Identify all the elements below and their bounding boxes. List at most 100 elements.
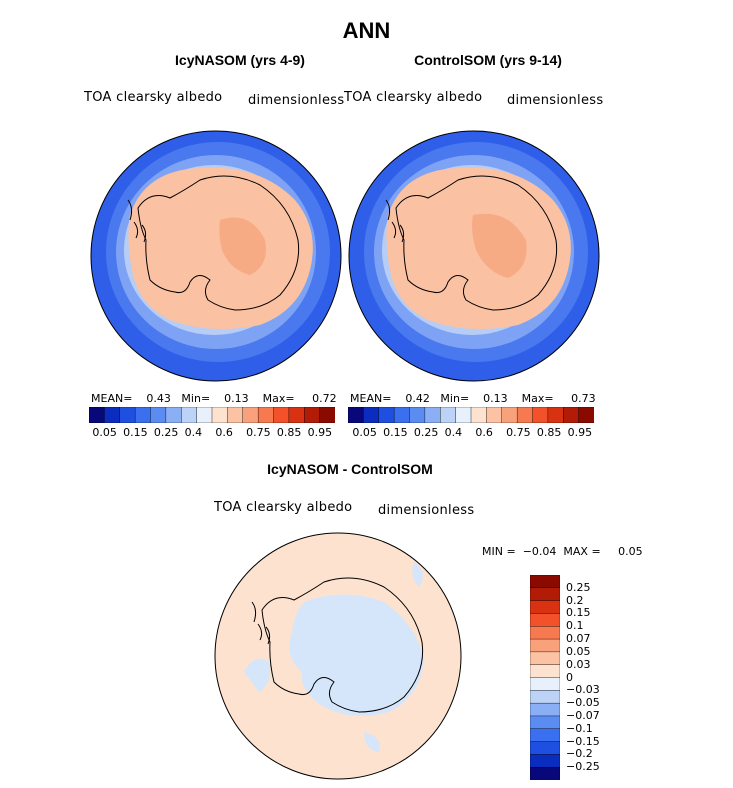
colorbar-swatch xyxy=(227,407,244,423)
colorbar-tick-label: 0.6 xyxy=(475,426,493,439)
colorbar-swatch xyxy=(409,407,426,423)
plateau-region xyxy=(219,217,266,275)
diff-colorbar-swatch xyxy=(530,702,560,717)
colorbar-swatch xyxy=(563,407,580,423)
diff-colorbar-swatch xyxy=(530,626,560,640)
colorbar-swatch xyxy=(257,407,275,423)
min-label: Min= xyxy=(440,392,470,405)
colorbar-swatch xyxy=(134,407,152,423)
colorbar-tick-label: 0.15 xyxy=(123,426,148,439)
colorbar-tick-label: 0.95 xyxy=(307,426,333,439)
peninsula-coastline xyxy=(127,199,147,243)
diff-colorbar-swatch xyxy=(530,638,560,653)
min-label: Min= xyxy=(181,392,211,405)
colorbar-tick-label: 0.25 xyxy=(153,426,179,439)
panel-1-stats: MEAN= 0.43 Min= 0.13 Max= 0.72 xyxy=(91,392,337,405)
antarctica-coastline xyxy=(261,577,424,713)
diff-colorbar-tick-label: 0.07 xyxy=(566,632,591,646)
diff-colorbar-tick-label: −0.05 xyxy=(566,696,600,710)
colorbar-swatch xyxy=(89,407,105,423)
colorbar-tick-label: 0.05 xyxy=(352,426,377,439)
colorbar-swatch xyxy=(440,407,457,423)
colorbar-swatch xyxy=(363,407,380,423)
panel-1-units: dimensionless xyxy=(248,93,345,108)
mean-value: 0.42 xyxy=(405,392,430,405)
diff-panel-title: IcyNASOM - ControlSOM xyxy=(267,461,433,477)
colorbar-swatch xyxy=(578,407,594,423)
diff-colorbar-tick-label: 0.05 xyxy=(566,644,591,658)
panel-2-colorbar-ticks: 0.05 0.15 0.25 0.4 0.6 0.75 0.85 0.95 xyxy=(340,426,610,440)
diff-colorbar-swatch xyxy=(530,754,560,768)
diff-colorbar-tick-label: 0.25 xyxy=(566,580,591,594)
colorbar-tick-label: 0.95 xyxy=(567,426,593,439)
diff-colorbar-swatch xyxy=(530,651,560,666)
diff-colorbar-swatch xyxy=(530,600,560,614)
diff-colorbar xyxy=(530,575,560,780)
plateau-region xyxy=(472,213,527,278)
colorbar-tick-label: 0.25 xyxy=(413,426,439,439)
diff-panel-variable: TOA clearsky albedo xyxy=(214,500,353,515)
colorbar-swatch xyxy=(455,407,472,423)
map-border xyxy=(348,130,600,382)
diff-colorbar-swatch xyxy=(530,613,560,627)
colorbar-swatch xyxy=(378,407,395,423)
diff-colorbar-swatch xyxy=(530,690,560,704)
panel-1-colorbar xyxy=(89,407,335,423)
panel-2-variable: TOA clearsky albedo xyxy=(344,90,483,105)
mean-label: MEAN= xyxy=(350,392,392,405)
max-label: Max= xyxy=(262,392,295,405)
diff-colorbar-swatch xyxy=(530,575,560,589)
peninsula-coastline xyxy=(251,601,271,645)
colorbar-tick-label: 0.4 xyxy=(444,426,463,439)
diff-colorbar-tick-label: 0.15 xyxy=(566,606,591,620)
diff-colorbar-swatch xyxy=(530,664,560,679)
colorbar-tick-label: 0.4 xyxy=(184,426,203,439)
diff-colorbar-tick-label: 0.2 xyxy=(566,593,584,607)
max-value: 0.05 xyxy=(618,545,643,558)
diff-colorbar-swatch xyxy=(530,677,560,691)
diff-map xyxy=(214,532,462,780)
colorbar-tick-label: 0.85 xyxy=(276,426,302,439)
diff-colorbar-ticks: 0.25 0.2 0.15 0.1 0.07 0.05 0.03 0 −0.03 −0.05 −0.… xyxy=(566,575,626,780)
diff-colorbar-tick-label: 0 xyxy=(566,670,573,684)
colorbar-swatch xyxy=(516,407,534,423)
antarctica-coastline xyxy=(137,175,300,311)
colorbar-swatch xyxy=(119,407,136,423)
diff-colorbar-swatch xyxy=(530,766,560,780)
panel-2-title: ControlSOM (yrs 9-14) xyxy=(414,52,562,68)
colorbar-tick-label: 0.75 xyxy=(246,426,271,439)
colorbar-swatch xyxy=(304,407,321,423)
diff-colorbar-tick-label: −0.1 xyxy=(566,721,593,735)
colorbar-swatch xyxy=(242,407,259,423)
diff-colorbar-tick-label: −0.2 xyxy=(566,747,593,761)
diff-colorbar-tick-label: −0.07 xyxy=(566,708,600,722)
diff-colorbar-swatch xyxy=(530,728,560,743)
diff-colorbar-tick-label: −0.03 xyxy=(566,683,600,697)
diff-colorbar-tick-label: 0.03 xyxy=(566,657,591,671)
panel-1-variable: TOA clearsky albedo xyxy=(84,90,223,105)
colorbar-swatch xyxy=(470,407,487,423)
colorbar-swatch xyxy=(547,407,564,423)
colorbar-swatch xyxy=(486,407,503,423)
diff-panel-stats: MIN = −0.04 MAX = 0.05 xyxy=(482,545,643,558)
diff-colorbar-swatch xyxy=(530,741,560,755)
colorbar-swatch xyxy=(319,407,335,423)
colorbar-swatch xyxy=(348,407,364,423)
colorbar-swatch xyxy=(196,407,213,423)
diff-colorbar-tick-label: −0.25 xyxy=(566,760,600,774)
map-border xyxy=(214,532,462,780)
diff-colorbar-tick-label: 0.1 xyxy=(566,619,584,633)
mean-value: 0.43 xyxy=(146,392,171,405)
max-value: 0.73 xyxy=(571,392,596,405)
colorbar-swatch xyxy=(424,407,441,423)
panel-1-title: IcyNASOM (yrs 4-9) xyxy=(175,52,305,68)
panel-2-colorbar xyxy=(348,407,594,423)
min-value: 0.13 xyxy=(483,392,508,405)
colorbar-swatch xyxy=(150,407,167,423)
peninsula-coastline xyxy=(385,199,405,243)
colorbar-swatch xyxy=(501,407,518,423)
diff-colorbar-swatch xyxy=(530,587,560,602)
min-value: −0.04 xyxy=(522,545,557,558)
diff-panel-units: dimensionless xyxy=(378,503,475,518)
panel-2-units: dimensionless xyxy=(507,93,604,108)
